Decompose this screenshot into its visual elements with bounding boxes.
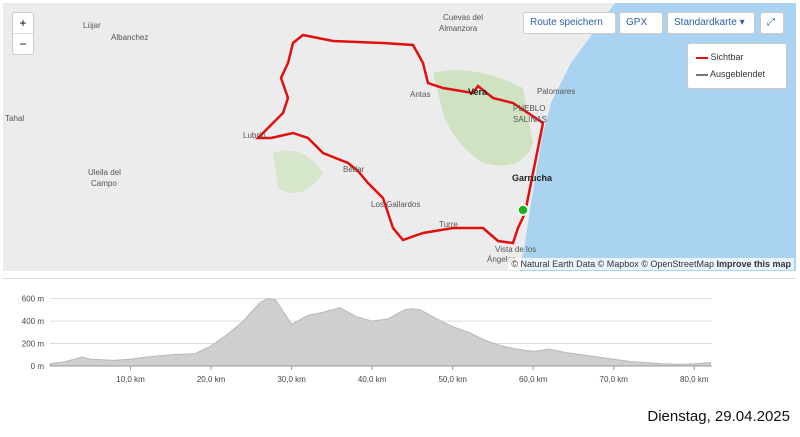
fullscreen-button[interactable]: ⤢ — [760, 12, 784, 34]
elevation-panel: 0 m 200 m 400 m 600 m 10,0 km 20,0 km 30,0 km 4… — [3, 278, 796, 401]
green-area — [273, 150, 323, 193]
y-tick-label: 200 m — [22, 340, 45, 349]
place: Almanzora — [439, 24, 478, 33]
x-tick-label: 50,0 km — [438, 375, 467, 384]
place: PUEBLO — [513, 104, 546, 113]
route — [254, 33, 545, 245]
place: Palomares — [537, 87, 576, 96]
place: Vista de los — [495, 245, 537, 254]
attribution-link[interactable]: Improve this map — [716, 259, 791, 269]
attribution-text[interactable]: © Natural Earth Data — [511, 259, 596, 269]
place: Bédar — [343, 165, 365, 174]
place: Lubrín — [243, 131, 266, 140]
attribution-text[interactable]: © Mapbox — [597, 259, 639, 269]
place: Tahal — [5, 114, 25, 123]
save-route-button[interactable]: Route speichern — [523, 12, 616, 34]
attribution-text[interactable]: © OpenStreetMap — [641, 259, 714, 269]
start-marker — [517, 204, 529, 216]
gpx-button[interactable]: GPX — [619, 12, 663, 34]
map-graphics — [254, 3, 796, 271]
place: Albanchez — [111, 33, 149, 42]
place: Los Gallardos — [371, 200, 421, 209]
x-tick-label: 30,0 km — [277, 375, 306, 384]
elevation-chart: 0 m 200 m 400 m 600 m 10,0 km 20,0 km 30,0 km 4… — [22, 295, 712, 384]
button-label: Standardkarte — [674, 17, 737, 28]
legend-label: Sichtbar — [710, 52, 744, 62]
place: Vera — [468, 87, 488, 97]
place: Ángeles — [487, 255, 516, 264]
x-tick-label: 10,0 km — [116, 375, 145, 384]
place: Campo — [91, 179, 117, 188]
button-label: Route speichern — [530, 17, 603, 28]
place: Uleila del — [88, 168, 121, 177]
legend-item[interactable]: Sichtbar — [696, 52, 744, 62]
zoom-control: + − — [12, 12, 34, 55]
place: Cuevas del — [443, 13, 484, 22]
legend: Sichtbar Ausgeblendet — [687, 43, 787, 89]
map-style-button[interactable]: Standardkarte ▾ — [667, 12, 755, 34]
place: Lújar — [83, 21, 101, 30]
x-tick-label: 40,0 km — [358, 375, 387, 384]
y-tick-label: 600 m — [22, 295, 45, 304]
place: Turre — [439, 220, 458, 229]
x-tick-label: 60,0 km — [519, 375, 548, 384]
y-tick-label: 400 m — [22, 317, 45, 326]
place: SALINAS — [513, 115, 547, 124]
map[interactable]: Lújar Albanchez Cuevas del Almanzora Ant… — [3, 3, 796, 271]
y-tick-label: 0 m — [31, 362, 45, 371]
x-tick-label: 20,0 km — [197, 375, 226, 384]
place: Garrucha — [512, 173, 553, 183]
attribution: © Natural Earth Data © Mapbox © OpenStre… — [508, 258, 794, 270]
green-area — [433, 70, 533, 166]
legend-label: Ausgeblendet — [710, 69, 766, 79]
button-label: GPX — [626, 17, 648, 28]
elevation-area — [49, 298, 711, 367]
date: Dienstag, 29.04.2025 — [647, 408, 790, 425]
zoom-in[interactable]: + — [13, 13, 33, 34]
place: Antas — [410, 90, 431, 99]
legend-item[interactable]: Ausgeblendet — [696, 69, 765, 79]
x-tick-label: 80,0 km — [680, 375, 709, 384]
zoom-out[interactable]: − — [19, 37, 27, 51]
x-tick-label: 70,0 km — [600, 375, 629, 384]
